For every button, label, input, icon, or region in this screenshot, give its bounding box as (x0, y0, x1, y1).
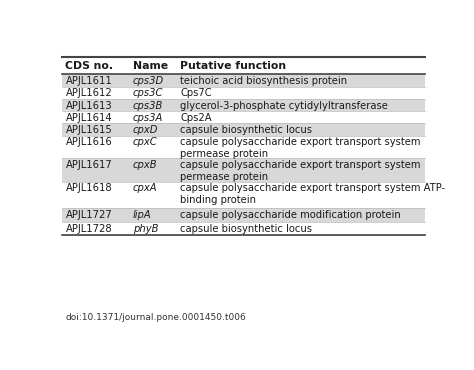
Text: APJL1614: APJL1614 (65, 113, 112, 123)
Bar (62, 111, 425, 123)
Text: APJL1727: APJL1727 (65, 210, 112, 220)
Text: Putative function: Putative function (181, 61, 287, 71)
Text: capsule polysaccharide modification protein: capsule polysaccharide modification prot… (181, 210, 401, 220)
Text: capsule polysaccharide export transport system
permease protein: capsule polysaccharide export transport … (181, 160, 421, 182)
Text: glycerol-3-phosphate cytidylyltransferase: glycerol-3-phosphate cytidylyltransferas… (181, 101, 388, 111)
Text: cps3D: cps3D (133, 76, 164, 86)
Bar (62, 87, 425, 99)
Bar (62, 208, 425, 222)
Text: APJL1615: APJL1615 (65, 125, 112, 135)
Text: lipA: lipA (133, 210, 152, 220)
Text: capsule polysaccharide export transport system ATP-
binding protein: capsule polysaccharide export transport … (181, 184, 446, 205)
Text: capsule polysaccharide export transport system
permease protein: capsule polysaccharide export transport … (181, 137, 421, 159)
Bar (62, 158, 425, 182)
Text: APJL1613: APJL1613 (65, 101, 112, 111)
Text: cpxC: cpxC (133, 137, 157, 147)
Text: cpxB: cpxB (133, 160, 157, 170)
Text: APJL1618: APJL1618 (65, 184, 112, 194)
Text: cps3C: cps3C (133, 88, 163, 98)
Text: APJL1616: APJL1616 (65, 137, 112, 147)
Text: APJL1612: APJL1612 (65, 88, 112, 98)
Text: cps3B: cps3B (133, 101, 163, 111)
Text: capsule biosynthetic locus: capsule biosynthetic locus (181, 125, 312, 135)
Text: teichoic acid biosynthesis protein: teichoic acid biosynthesis protein (181, 76, 347, 86)
Text: Cps2A: Cps2A (181, 113, 212, 123)
Text: cpxA: cpxA (133, 184, 157, 194)
Bar (62, 222, 425, 235)
Text: CDS no.: CDS no. (65, 61, 114, 71)
Bar (62, 123, 425, 135)
Text: phyB: phyB (133, 224, 158, 234)
Text: APJL1617: APJL1617 (65, 160, 112, 170)
Text: APJL1611: APJL1611 (65, 76, 112, 86)
Text: cpxD: cpxD (133, 125, 158, 135)
Text: Cps7C: Cps7C (181, 88, 212, 98)
Bar (62, 182, 425, 208)
Bar (62, 74, 425, 87)
Text: Name: Name (133, 61, 168, 71)
Bar (62, 99, 425, 111)
Bar (62, 135, 425, 158)
Text: capsule biosynthetic locus: capsule biosynthetic locus (181, 224, 312, 234)
Text: APJL1728: APJL1728 (65, 224, 112, 234)
Text: doi:10.1371/journal.pone.0001450.t006: doi:10.1371/journal.pone.0001450.t006 (65, 313, 246, 322)
Text: cps3A: cps3A (133, 113, 163, 123)
